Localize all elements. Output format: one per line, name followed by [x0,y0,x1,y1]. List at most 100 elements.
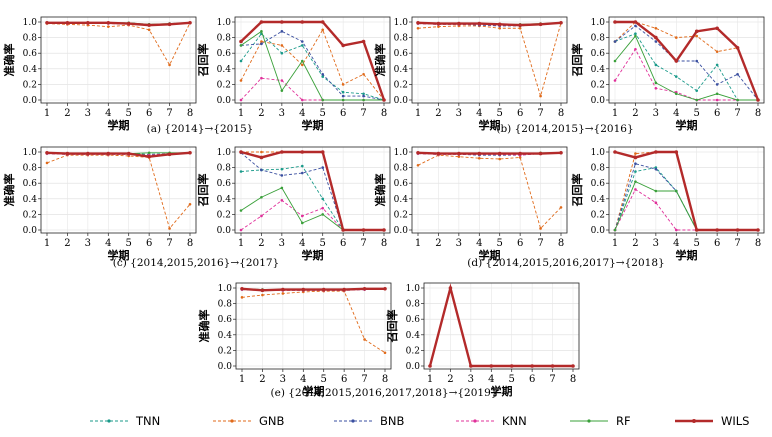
x-tick-label: 4 [476,108,482,119]
series-line-rf [240,187,384,231]
data-point-tnn [321,75,325,78]
y-tick-label: 1.0 [591,148,606,158]
data-point-bnb [300,40,304,43]
data-point-rf [613,59,617,63]
data-point-knn [674,228,678,232]
data-point-knn [634,48,637,51]
data-point-wils [106,20,111,25]
data-point-gnb [280,44,284,47]
legend-marker [107,419,111,423]
series-line-gnb [46,22,191,66]
x-tick-label: 6 [529,374,535,385]
data-point-wils [320,150,325,154]
y-tick-label: 0.4 [591,65,606,75]
data-point-gnb [559,206,563,209]
data-point-rf [300,59,304,63]
x-tick-label: 2 [64,108,70,119]
series-line-bnb [417,22,562,27]
y-tick-label: 1.0 [394,148,409,158]
y-tick-label: 0.6 [394,179,409,189]
data-point-knn [260,214,263,218]
x-tick-label: 4 [105,238,111,249]
y-tick-label: 0.6 [406,315,421,325]
data-point-wils [756,98,760,102]
data-point-wils [259,155,264,160]
data-point-gnb [300,63,304,67]
y-tick-label: 0.2 [218,346,232,356]
data-point-wils [469,364,473,368]
x-axis-label: 学期 [108,118,130,132]
data-point-gnb [239,79,243,82]
legend-svg: TNN GNB BNB KNN RF WILS [90,414,749,428]
data-point-wils [86,20,90,25]
data-point-knn [300,98,304,102]
data-point-wils [633,20,638,24]
data-point-tnn [362,92,365,96]
y-axis-label: 召回率 [570,174,584,207]
data-point-rf [239,209,243,212]
data-point-gnb [168,227,171,230]
data-point-gnb [498,26,502,30]
y-tick-label: 0.4 [218,331,233,341]
legend-entry-knn: KNN [456,414,527,428]
data-point-rf [321,98,325,102]
x-tick-label: 5 [694,238,700,249]
data-point-wils [342,287,346,292]
data-point-rf [280,89,284,92]
y-tick-label: 0.8 [217,34,232,44]
subfigure-0: 0.0 0.2 0.4 0.6 0.8 1.0 1 2 3 4 5 6 7 8 学期 准确率 0.0 0.2 0.4… [2,16,391,135]
y-tick-label: 0.6 [217,49,232,59]
x-tick-label: 7 [537,108,543,119]
data-point-wils [167,152,172,157]
y-tick-label: 1.0 [23,18,38,28]
panel-1-0: 0.0 0.2 0.4 0.6 0.8 1.0 1 2 3 4 5 6 7 8 学期 准确率 [373,16,568,132]
data-point-gnb [240,296,244,299]
data-point-wils [260,288,265,293]
data-point-bnb [613,40,617,43]
data-point-wils [538,151,543,156]
y-tick-label: 0.6 [591,179,606,189]
series-line-rf [240,30,384,101]
data-point-tnn [321,197,325,201]
x-tick-label: 2 [258,108,264,119]
data-point-tnn [634,170,637,173]
y-tick-label: 0.0 [217,96,232,106]
x-axis-label: 学期 [676,118,698,132]
x-tick-label: 2 [447,374,453,385]
legend-entry-tnn: TNN [90,414,160,428]
data-point-gnb [260,40,263,43]
x-tick-label: 1 [427,374,433,385]
legend-marker [587,419,591,423]
data-point-wils [715,228,719,232]
series-line-wils [614,150,758,232]
x-tick-label: 8 [755,238,761,249]
legend-entry-bnb: BNB [334,414,404,428]
y-tick-label: 1.0 [217,18,232,28]
x-tick-label: 4 [476,238,482,249]
data-point-gnb [147,28,151,32]
series-line-knn [614,48,758,101]
legend-marker [230,419,234,423]
data-point-bnb [260,42,263,46]
y-tick-label: 0.0 [591,96,606,106]
x-tick-label: 5 [509,374,515,385]
x-tick-label: 8 [755,108,761,119]
subfigure-3: 0.0 0.2 0.4 0.6 0.8 1.0 1 2 3 4 5 6 7 8 学期 准确率 0.0 0.2 0.4… [373,146,765,269]
data-point-wils [301,287,306,292]
data-point-knn [239,98,243,102]
x-tick-label: 5 [497,108,503,119]
x-tick-label: 5 [320,108,326,119]
x-tick-label: 8 [558,108,564,119]
data-point-rf [362,98,365,102]
y-tick-label: 1.0 [218,284,233,294]
x-tick-label: 3 [456,108,462,119]
data-point-wils [448,286,453,290]
data-point-wils [382,98,386,102]
series-line-gnb [417,154,562,230]
data-point-knn [715,98,719,102]
data-point-rf [634,34,637,38]
data-point-bnb [654,167,658,171]
data-point-knn [654,201,658,204]
x-tick-label: 2 [64,238,70,249]
y-tick-label: 0.4 [217,65,232,75]
